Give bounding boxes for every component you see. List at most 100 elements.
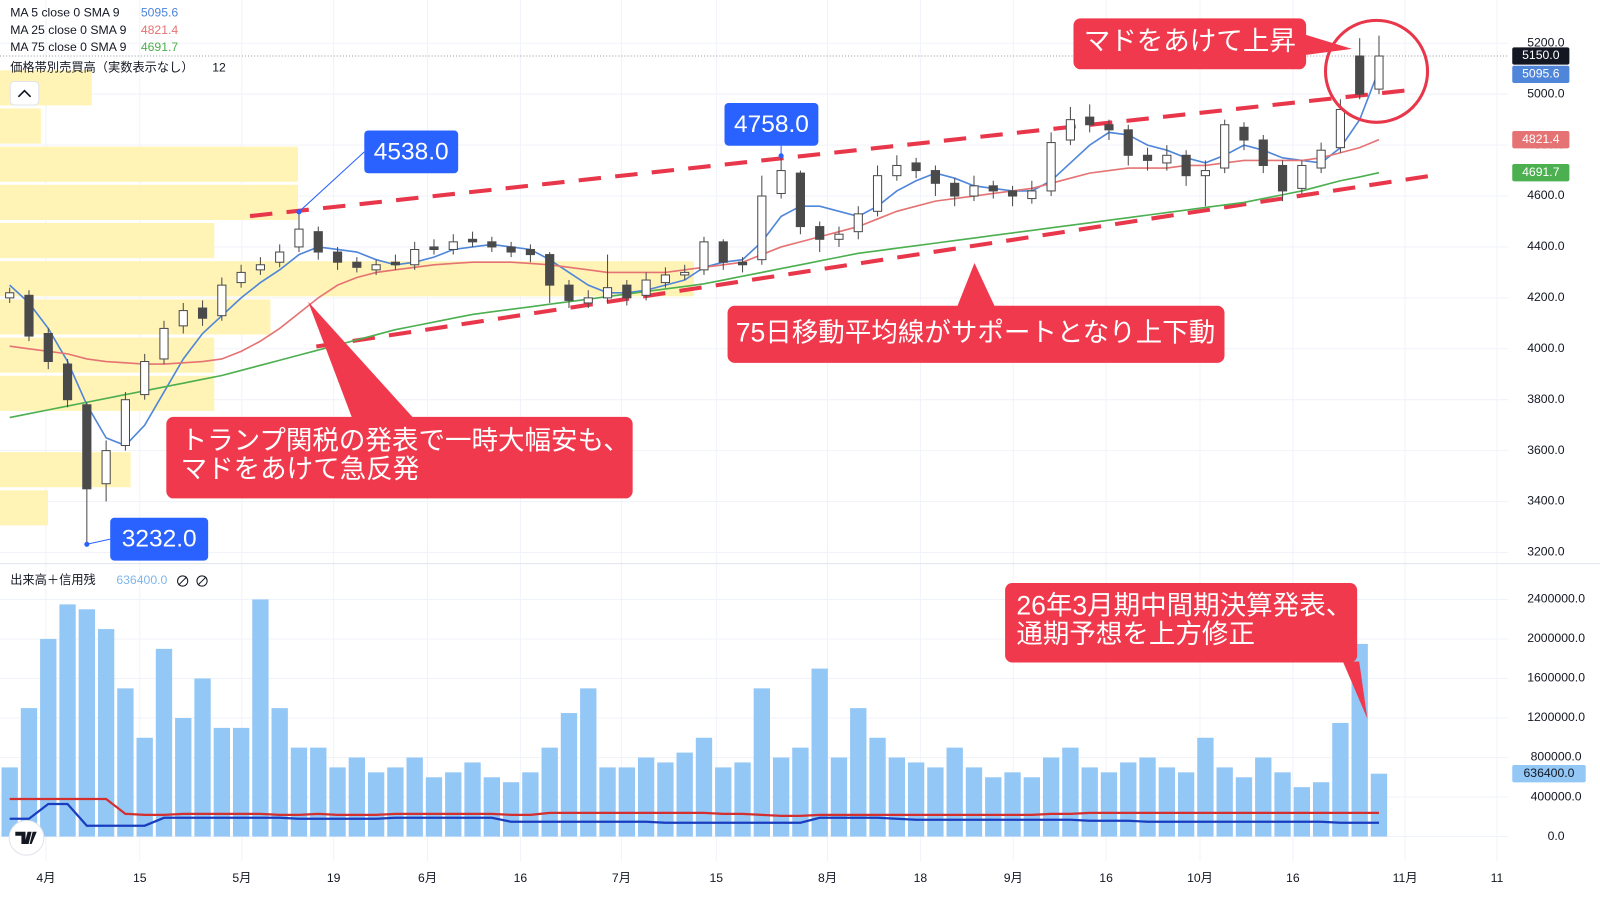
volume-layer — [1, 599, 1388, 837]
volume-bar — [1332, 722, 1349, 837]
icon-hide[interactable] — [177, 575, 189, 587]
candle-body — [1335, 108, 1345, 149]
candle-body — [1239, 126, 1249, 141]
y-tick-label: 1600000.0 — [1527, 671, 1585, 685]
x-tick-label: 10月 — [1187, 871, 1213, 885]
legend-value: 5095.6 — [141, 5, 179, 19]
volume-bar — [97, 629, 115, 837]
volume-bar — [387, 767, 404, 837]
hl-marker — [778, 153, 784, 159]
volume-bar — [1100, 772, 1118, 837]
candle-body — [487, 241, 497, 248]
candle-body — [622, 284, 632, 299]
volume-bar — [117, 688, 134, 837]
volume-bar — [830, 757, 848, 837]
callout-pointer — [1342, 661, 1368, 719]
candle-body — [1046, 142, 1056, 192]
candle-body — [197, 307, 208, 319]
volume-bar — [232, 727, 250, 837]
volume-bar — [1139, 757, 1156, 837]
volume-bar — [888, 757, 905, 837]
candle-body — [101, 450, 111, 485]
candle-body — [1104, 124, 1114, 131]
callout-box — [1005, 583, 1358, 663]
candle-body — [718, 241, 728, 263]
y-tick-label: 3600.0 — [1527, 443, 1565, 457]
ma-line — [9, 138, 1380, 365]
volume-bar — [1120, 762, 1137, 837]
candle-body — [1162, 154, 1172, 164]
callout-box — [1073, 18, 1307, 70]
candle-body — [1297, 164, 1307, 189]
x-tick-label: 18 — [914, 871, 928, 885]
candle-body — [82, 404, 92, 490]
callout-pointer — [1305, 34, 1353, 56]
volume-bar — [1177, 772, 1195, 837]
candle-body — [275, 251, 285, 263]
candle-body — [448, 241, 458, 251]
volume-value: 636400.0 — [116, 573, 167, 587]
volume-profile-layer — [0, 70, 694, 526]
profile-bar — [0, 490, 48, 526]
candle-body — [1258, 139, 1268, 166]
candle-body — [795, 172, 806, 228]
profile-bar — [0, 108, 41, 144]
x-tick-label: 4月 — [36, 871, 55, 885]
profile-title: 価格帯別売買高（実数表示なし） — [10, 60, 193, 75]
volume-bar — [348, 757, 365, 837]
collapse-button[interactable] — [9, 81, 40, 106]
candle-body — [1085, 116, 1095, 126]
volume-bar — [1216, 767, 1233, 837]
volume-bar — [1004, 772, 1021, 837]
profile-bar — [0, 184, 298, 220]
hl-connector — [86, 538, 111, 545]
volume-bar — [464, 762, 481, 837]
hl-label: 4538.0 — [374, 138, 449, 165]
volume-bar — [502, 782, 520, 837]
candle-body — [43, 332, 53, 363]
candle-body — [120, 399, 131, 447]
x-tick-label: 7月 — [612, 871, 631, 885]
volume-bar — [580, 688, 597, 837]
collapse-icon — [17, 89, 32, 98]
volume-bar — [599, 767, 616, 837]
callout-text: トランプ関税の発表で一時大幅安も、 — [181, 425, 630, 455]
candle-body — [1277, 164, 1288, 192]
candle-body — [1123, 129, 1133, 156]
volume-title: 出来高＋信用残 — [10, 572, 96, 587]
profile-rows: 12 — [212, 61, 226, 75]
candle-body — [564, 284, 574, 301]
volume-bar — [792, 747, 809, 837]
candle-body — [737, 261, 748, 266]
text-layer: 価格帯別売買高（実数表示なし） 12 出来高＋信用残 636400.0 MA 5… — [10, 5, 226, 587]
channel-upper — [249, 87, 1414, 219]
value-box-label: 5095.6 — [1522, 67, 1560, 81]
volume-bar — [1255, 757, 1272, 837]
ma-layer — [9, 69, 1380, 447]
hl-box — [724, 102, 819, 146]
volume-bar — [850, 708, 867, 837]
profile-bar — [0, 452, 131, 488]
y-tick-label: 5000.0 — [1527, 86, 1565, 100]
ma-line — [9, 171, 1380, 419]
y-tick-label: 4000.0 — [1527, 341, 1565, 355]
hl-connector — [298, 151, 365, 213]
icon-hide[interactable] — [196, 575, 208, 587]
candle-body — [872, 175, 883, 212]
y-tick-label: 4400.0 — [1527, 239, 1565, 253]
y-tick-label: 4200.0 — [1527, 290, 1565, 304]
legend-label: MA 75 close 0 SMA 9 — [10, 40, 126, 54]
volume-bar — [1042, 757, 1060, 837]
hl-box — [110, 517, 209, 561]
volume-bar — [406, 757, 423, 837]
y-tick-label: 400000.0 — [1531, 789, 1582, 803]
candle-body — [140, 360, 150, 396]
x-tick-label: 15 — [710, 871, 724, 885]
icon-hide-slash — [178, 576, 188, 586]
volume-bar — [483, 777, 500, 837]
y-tick-label: 2000000.0 — [1527, 631, 1585, 645]
y-tick-label: 2400000.0 — [1527, 592, 1585, 606]
x-tick-label: 11月 — [1393, 871, 1418, 885]
volume-bar — [1158, 767, 1175, 837]
candle-body — [699, 241, 709, 271]
